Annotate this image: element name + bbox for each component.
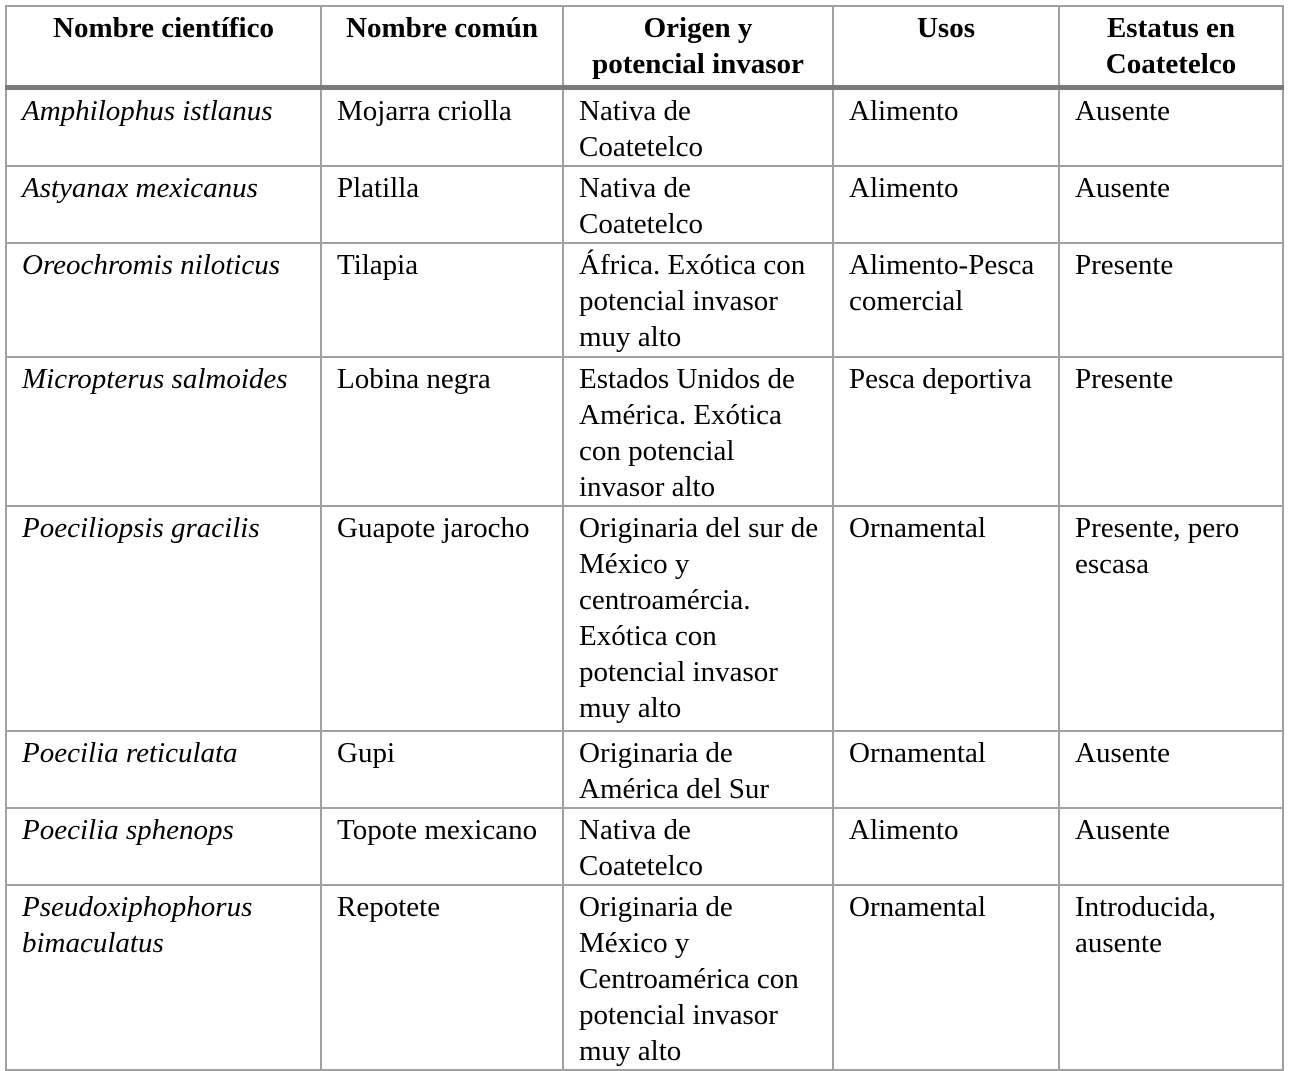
species-table: Nombre científico Nombre común Origen y … — [5, 5, 1284, 1071]
cell-uses: Alimento — [832, 165, 1060, 244]
table-row: Pseudoxiphophorus bimaculatus Repotete O… — [5, 884, 1284, 1071]
cell-scientific-name: Astyanax mexicanus — [5, 165, 322, 244]
header-common-name: Nombre común — [320, 5, 564, 90]
cell-status: Ausente — [1058, 165, 1284, 244]
cell-origin: Estados Unidos de América. Exótica con p… — [562, 356, 834, 507]
table-row: Micropterus salmoides Lobina negra Estad… — [5, 356, 1284, 507]
header-uses: Usos — [832, 5, 1060, 90]
cell-scientific-name: Micropterus salmoides — [5, 356, 322, 507]
table-row: Poeciliopsis gracilis Guapote jarocho Or… — [5, 505, 1284, 732]
cell-uses: Alimento-Pesca comercial — [832, 242, 1060, 358]
cell-origin: Originaria de América del Sur — [562, 730, 834, 809]
cell-scientific-name: Pseudoxiphophorus bimaculatus — [5, 884, 322, 1071]
header-status-line1: Estatus en — [1106, 12, 1236, 44]
cell-uses: Pesca deportiva — [832, 356, 1060, 507]
table-row: Poecilia sphenops Topote mexicano Nativa… — [5, 807, 1284, 886]
table-row: Oreochromis niloticus Tilapia África. Ex… — [5, 242, 1284, 358]
cell-common-name: Gupi — [320, 730, 564, 809]
cell-status: Presente — [1058, 356, 1284, 507]
cell-scientific-name: Poecilia reticulata — [5, 730, 322, 809]
header-status: Estatus en Coatetelco — [1058, 5, 1284, 90]
cell-origin: Nativa de Coatetelco — [562, 86, 834, 167]
cell-common-name: Topote mexicano — [320, 807, 564, 886]
cell-scientific-name: Amphilophus istlanus — [5, 86, 322, 167]
header-status-line2: Coatetelco — [1105, 48, 1237, 80]
cell-uses: Alimento — [832, 807, 1060, 886]
cell-common-name: Tilapia — [320, 242, 564, 358]
cell-uses: Ornamental — [832, 730, 1060, 809]
cell-origin: Originaria del sur de México y centroamé… — [562, 505, 834, 732]
header-scientific-name: Nombre científico — [5, 5, 322, 90]
cell-status: Ausente — [1058, 730, 1284, 809]
cell-uses: Ornamental — [832, 505, 1060, 732]
cell-origin: África. Exótica con potencial invasor mu… — [562, 242, 834, 358]
cell-uses: Ornamental — [832, 884, 1060, 1071]
cell-common-name: Repotete — [320, 884, 564, 1071]
cell-scientific-name: Poecilia sphenops — [5, 807, 322, 886]
cell-origin: Originaria de México y Centroamérica con… — [562, 884, 834, 1071]
cell-status: Presente — [1058, 242, 1284, 358]
cell-scientific-name: Oreochromis niloticus — [5, 242, 322, 358]
header-origin-line1: Origen y — [643, 12, 753, 44]
cell-common-name: Mojarra criolla — [320, 86, 564, 167]
cell-status: Introducida, ausente — [1058, 884, 1284, 1071]
cell-uses: Alimento — [832, 86, 1060, 167]
cell-common-name: Guapote jarocho — [320, 505, 564, 732]
header-origin-line2: potencial invasor — [592, 48, 804, 80]
table-row: Amphilophus istlanus Mojarra criolla Nat… — [5, 86, 1284, 167]
cell-scientific-name: Poeciliopsis gracilis — [5, 505, 322, 732]
cell-status: Presente, pero escasa — [1058, 505, 1284, 732]
header-origin: Origen y potencial invasor — [562, 5, 834, 90]
cell-status: Ausente — [1058, 86, 1284, 167]
cell-status: Ausente — [1058, 807, 1284, 886]
table-row: Poecilia reticulata Gupi Originaria de A… — [5, 730, 1284, 809]
cell-origin: Nativa de Coatetelco — [562, 165, 834, 244]
cell-common-name: Lobina negra — [320, 356, 564, 507]
cell-common-name: Platilla — [320, 165, 564, 244]
cell-origin: Nativa de Coatetelco — [562, 807, 834, 886]
header-row: Nombre científico Nombre común Origen y … — [5, 5, 1284, 90]
table-row: Astyanax mexicanus Platilla Nativa de Co… — [5, 165, 1284, 244]
